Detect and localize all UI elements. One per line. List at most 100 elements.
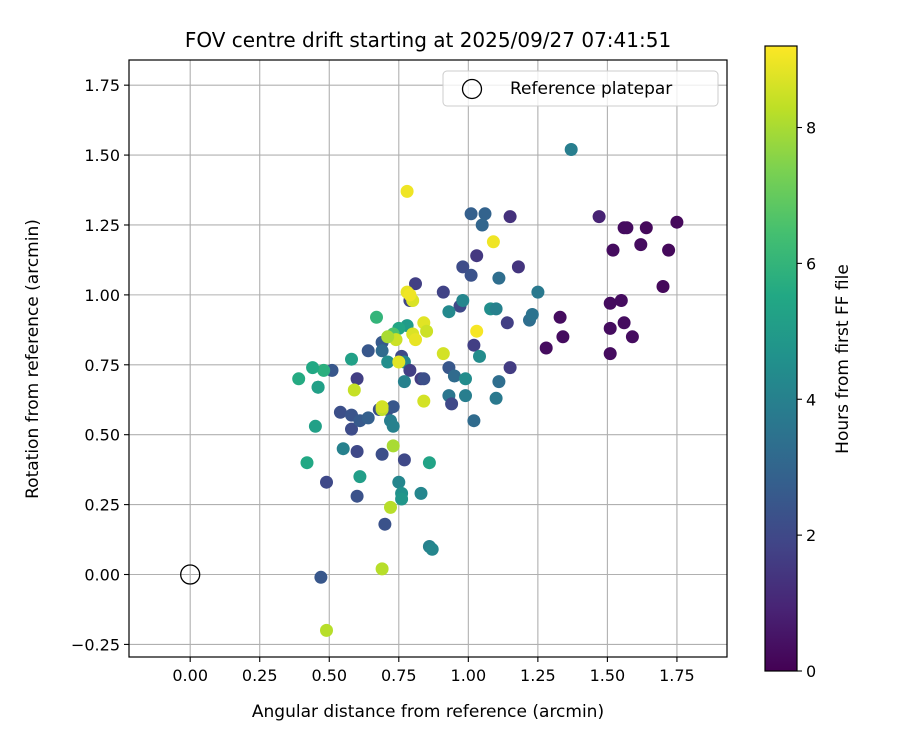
- data-point: [420, 324, 434, 338]
- data-point: [397, 453, 411, 467]
- data-point: [656, 280, 670, 293]
- data-point: [459, 372, 472, 386]
- y-axis-ticks: −0.25 0.00 0.25 0.50 0.75 1.00 1.25 1.50 1.75: [71, 76, 129, 654]
- reference-platepar-marker: [180, 564, 201, 585]
- y-tick-label: 1.00: [84, 286, 120, 305]
- data-point: [386, 419, 400, 433]
- data-point: [400, 184, 414, 198]
- data-point: [614, 294, 628, 307]
- data-point: [422, 456, 436, 470]
- data-point: [639, 221, 653, 235]
- data-point: [333, 405, 347, 419]
- data-point: [306, 361, 320, 375]
- x-axis-label: Angular distance from reference (arcmin): [252, 702, 604, 722]
- data-point: [617, 316, 631, 330]
- x-tick-label: 0.25: [242, 666, 278, 685]
- data-point: [403, 363, 417, 377]
- data-point: [503, 361, 517, 375]
- data-point: [603, 321, 617, 335]
- x-tick-label: 1.25: [520, 666, 556, 685]
- data-point: [553, 310, 567, 324]
- x-tick-label: 0.50: [311, 666, 347, 685]
- data-point: [459, 389, 472, 403]
- y-tick-label: 0.50: [84, 426, 120, 445]
- data-point: [392, 475, 406, 489]
- data-point: [634, 238, 648, 252]
- y-tick-label: 1.50: [84, 146, 120, 165]
- data-point: [370, 310, 383, 324]
- data-point: [392, 355, 406, 369]
- data-point: [350, 489, 364, 503]
- data-point: [409, 333, 422, 347]
- data-point: [670, 215, 684, 229]
- data-point: [470, 249, 484, 263]
- data-point: [564, 143, 578, 156]
- data-point: [395, 492, 409, 506]
- data-point: [314, 570, 328, 584]
- data-point: [311, 380, 325, 394]
- data-point: [511, 260, 525, 274]
- data-point: [475, 218, 489, 232]
- data-point: [350, 372, 364, 386]
- data-point: [384, 500, 397, 514]
- y-tick-label: 0.25: [84, 496, 120, 515]
- data-point: [292, 372, 306, 386]
- data-point: [345, 352, 358, 366]
- data-point: [470, 324, 484, 338]
- data-point: [592, 210, 606, 224]
- data-point: [320, 623, 333, 637]
- x-tick-label: 1.00: [451, 666, 487, 685]
- data-point: [361, 344, 375, 358]
- data-point: [492, 375, 506, 389]
- data-point: [345, 422, 358, 436]
- data-point: [378, 517, 392, 531]
- data-point: [381, 330, 395, 344]
- y-tick-label: 0.00: [84, 566, 120, 585]
- data-point: [403, 288, 417, 302]
- grid-lines: [129, 60, 727, 657]
- data-point: [489, 391, 503, 405]
- data-point: [436, 285, 450, 299]
- x-tick-label: 1.75: [659, 666, 695, 685]
- colorbar: 0 2 4 6 8 Hours from first FF file: [764, 45, 853, 681]
- y-tick-label: 1.75: [84, 76, 120, 95]
- y-axis-label: Rotation from reference (arcmin): [23, 219, 43, 499]
- data-point: [375, 562, 389, 576]
- data-point: [662, 243, 676, 257]
- plot-frame: [128, 59, 728, 658]
- x-axis-ticks: 0.00 0.25 0.50 0.75 1.00 1.25 1.50 1.75: [172, 657, 695, 685]
- data-point: [300, 456, 314, 470]
- data-point: [473, 349, 486, 363]
- colorbar-tick-label: 4: [806, 390, 816, 409]
- data-point: [386, 439, 400, 453]
- data-point: [467, 338, 481, 352]
- data-point: [492, 271, 506, 285]
- data-point: [381, 355, 395, 369]
- legend-label: Reference platepar: [510, 79, 672, 99]
- reference-marker-layer: [180, 564, 201, 585]
- data-point: [445, 397, 459, 411]
- data-point: [417, 394, 431, 408]
- data-point: [375, 400, 389, 414]
- data-point: [503, 210, 517, 224]
- data-point: [353, 470, 367, 484]
- data-point: [500, 316, 514, 330]
- data-point: [386, 400, 400, 414]
- data-point: [625, 330, 639, 344]
- legend-reference-marker: [461, 78, 483, 100]
- data-point: [467, 414, 481, 428]
- data-point: [489, 302, 503, 316]
- data-point: [361, 411, 375, 425]
- x-tick-label: 0.75: [381, 666, 417, 685]
- data-points: [292, 143, 684, 637]
- data-point: [525, 308, 539, 321]
- data-point: [320, 475, 333, 489]
- y-tick-label: 0.75: [84, 356, 120, 375]
- data-point: [486, 235, 500, 249]
- data-point: [317, 363, 331, 377]
- y-tick-label: 1.25: [84, 216, 120, 235]
- colorbar-gradient: [764, 45, 798, 672]
- colorbar-label: Hours from first FF file: [833, 264, 853, 454]
- data-point: [397, 375, 411, 389]
